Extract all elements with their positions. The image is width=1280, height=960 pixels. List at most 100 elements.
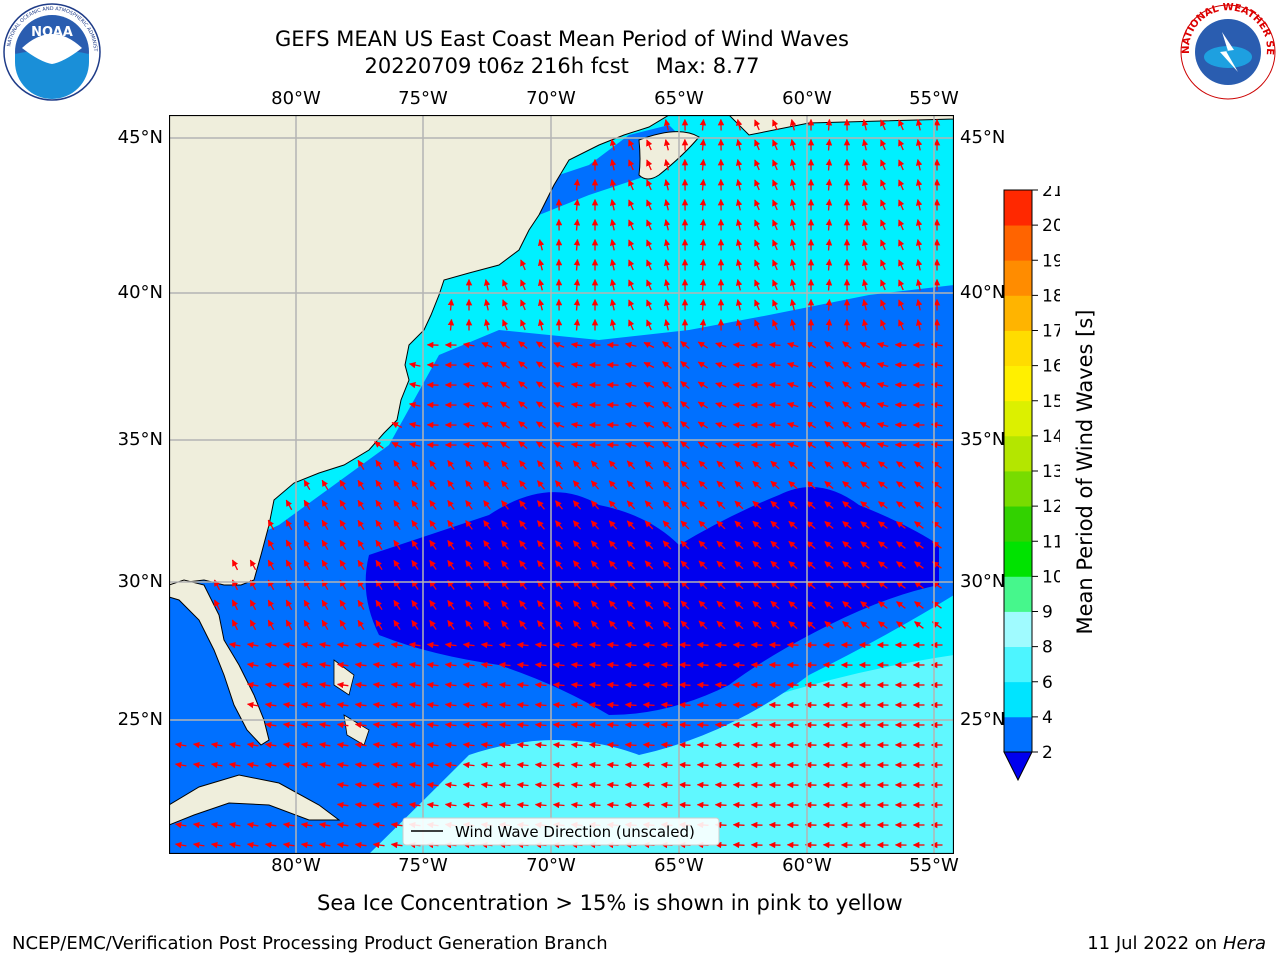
wave-arrow (660, 761, 673, 769)
wave-arrow (788, 500, 798, 510)
wave-arrow (789, 198, 797, 211)
wave-arrow (788, 620, 798, 630)
wave-arrow (878, 561, 888, 569)
wave-arrow (282, 721, 295, 729)
wave-arrow (609, 138, 617, 151)
wave-arrow (174, 741, 187, 749)
wave-arrow (519, 560, 527, 570)
wave-arrow (859, 441, 871, 449)
wave-arrow (825, 118, 833, 131)
wave-arrow (429, 479, 437, 490)
wave-arrow (663, 299, 671, 311)
wave-arrow (264, 761, 277, 769)
colorbar-tick-label: 14 (1042, 427, 1060, 447)
wave-arrow (246, 821, 259, 829)
colorbar-tick-label: 16 (1042, 357, 1060, 377)
wave-arrow (716, 480, 726, 490)
lon-label-top: 60°W (782, 88, 832, 109)
wave-arrow (646, 319, 653, 331)
wave-arrow (642, 681, 655, 689)
wave-arrow (300, 821, 313, 829)
wave-arrow (880, 239, 887, 251)
wave-arrow (860, 541, 870, 549)
wave-arrow (249, 599, 257, 611)
wave-arrow (462, 421, 475, 429)
wave-arrow (465, 520, 473, 530)
wave-arrow (663, 279, 671, 291)
wave-arrow (824, 621, 834, 629)
wave-arrow (646, 219, 653, 231)
wave-arrow (699, 278, 707, 291)
wave-arrow (680, 480, 690, 490)
wave-arrow (732, 821, 745, 829)
wave-arrow (732, 381, 745, 389)
wave-arrow (390, 701, 403, 709)
wave-arrow (698, 460, 708, 470)
wave-arrow (498, 681, 511, 689)
colorbar-segment (1004, 506, 1032, 542)
wave-arrow (915, 258, 923, 271)
wave-arrow (429, 499, 437, 510)
wave-arrow (357, 559, 365, 570)
wave-arrow (842, 600, 852, 610)
wave-arrow (608, 520, 618, 530)
wave-arrow (444, 641, 457, 649)
wave-arrow (498, 701, 511, 709)
wave-arrow (552, 721, 565, 729)
wave-arrow (716, 560, 726, 570)
wave-arrow (588, 641, 601, 649)
wave-arrow (572, 540, 582, 550)
wave-arrow (772, 159, 779, 171)
wave-arrow (447, 539, 455, 550)
wave-arrow (588, 781, 601, 789)
wave-arrow (264, 641, 277, 649)
wave-arrow (465, 540, 473, 550)
wave-arrow (805, 361, 817, 369)
wave-arrow (663, 259, 671, 271)
wave-arrow (318, 821, 331, 829)
wave-arrow (553, 422, 565, 429)
wave-arrow (646, 139, 653, 151)
wave-arrow (898, 219, 905, 231)
wave-arrow (228, 841, 241, 849)
wave-arrow (372, 821, 385, 829)
wave-arrow (878, 541, 888, 549)
wave-arrow (552, 761, 565, 769)
wave-arrow (336, 641, 349, 649)
wave-arrow (880, 199, 887, 211)
wave-arrow (805, 401, 817, 409)
wave-arrow (570, 721, 583, 729)
wave-arrow (894, 341, 907, 349)
wave-arrow (570, 661, 583, 669)
wave-arrow (483, 620, 491, 630)
wave-arrow (732, 841, 745, 849)
wave-arrow (680, 361, 690, 369)
wave-arrow (824, 340, 834, 350)
wave-arrow (609, 258, 617, 271)
wave-arrow (426, 681, 439, 689)
wave-arrow (393, 479, 401, 490)
wave-arrow (663, 239, 671, 251)
wave-arrow (411, 499, 419, 510)
wave-arrow (861, 219, 869, 231)
wave-arrow (698, 480, 708, 490)
wave-arrow (698, 600, 708, 610)
wave-arrow (898, 159, 905, 171)
wave-arrow (663, 179, 671, 191)
wave-arrow (680, 500, 690, 510)
wave-arrow (462, 661, 475, 669)
wave-arrow (572, 600, 582, 610)
wave-arrow (626, 500, 636, 510)
wave-arrow (770, 500, 780, 510)
wave-arrow (465, 480, 473, 490)
lat-label-right: 35°N (960, 429, 1006, 450)
wave-arrow (303, 559, 311, 571)
wave-arrow (501, 520, 509, 530)
colorbar-segment (1004, 646, 1032, 683)
lon-label-bottom: 70°W (526, 855, 576, 876)
wave-arrow (898, 139, 905, 151)
wave-arrow (624, 681, 637, 689)
wave-arrow (354, 841, 367, 849)
wave-arrow (628, 139, 635, 151)
wave-arrow (662, 341, 672, 349)
